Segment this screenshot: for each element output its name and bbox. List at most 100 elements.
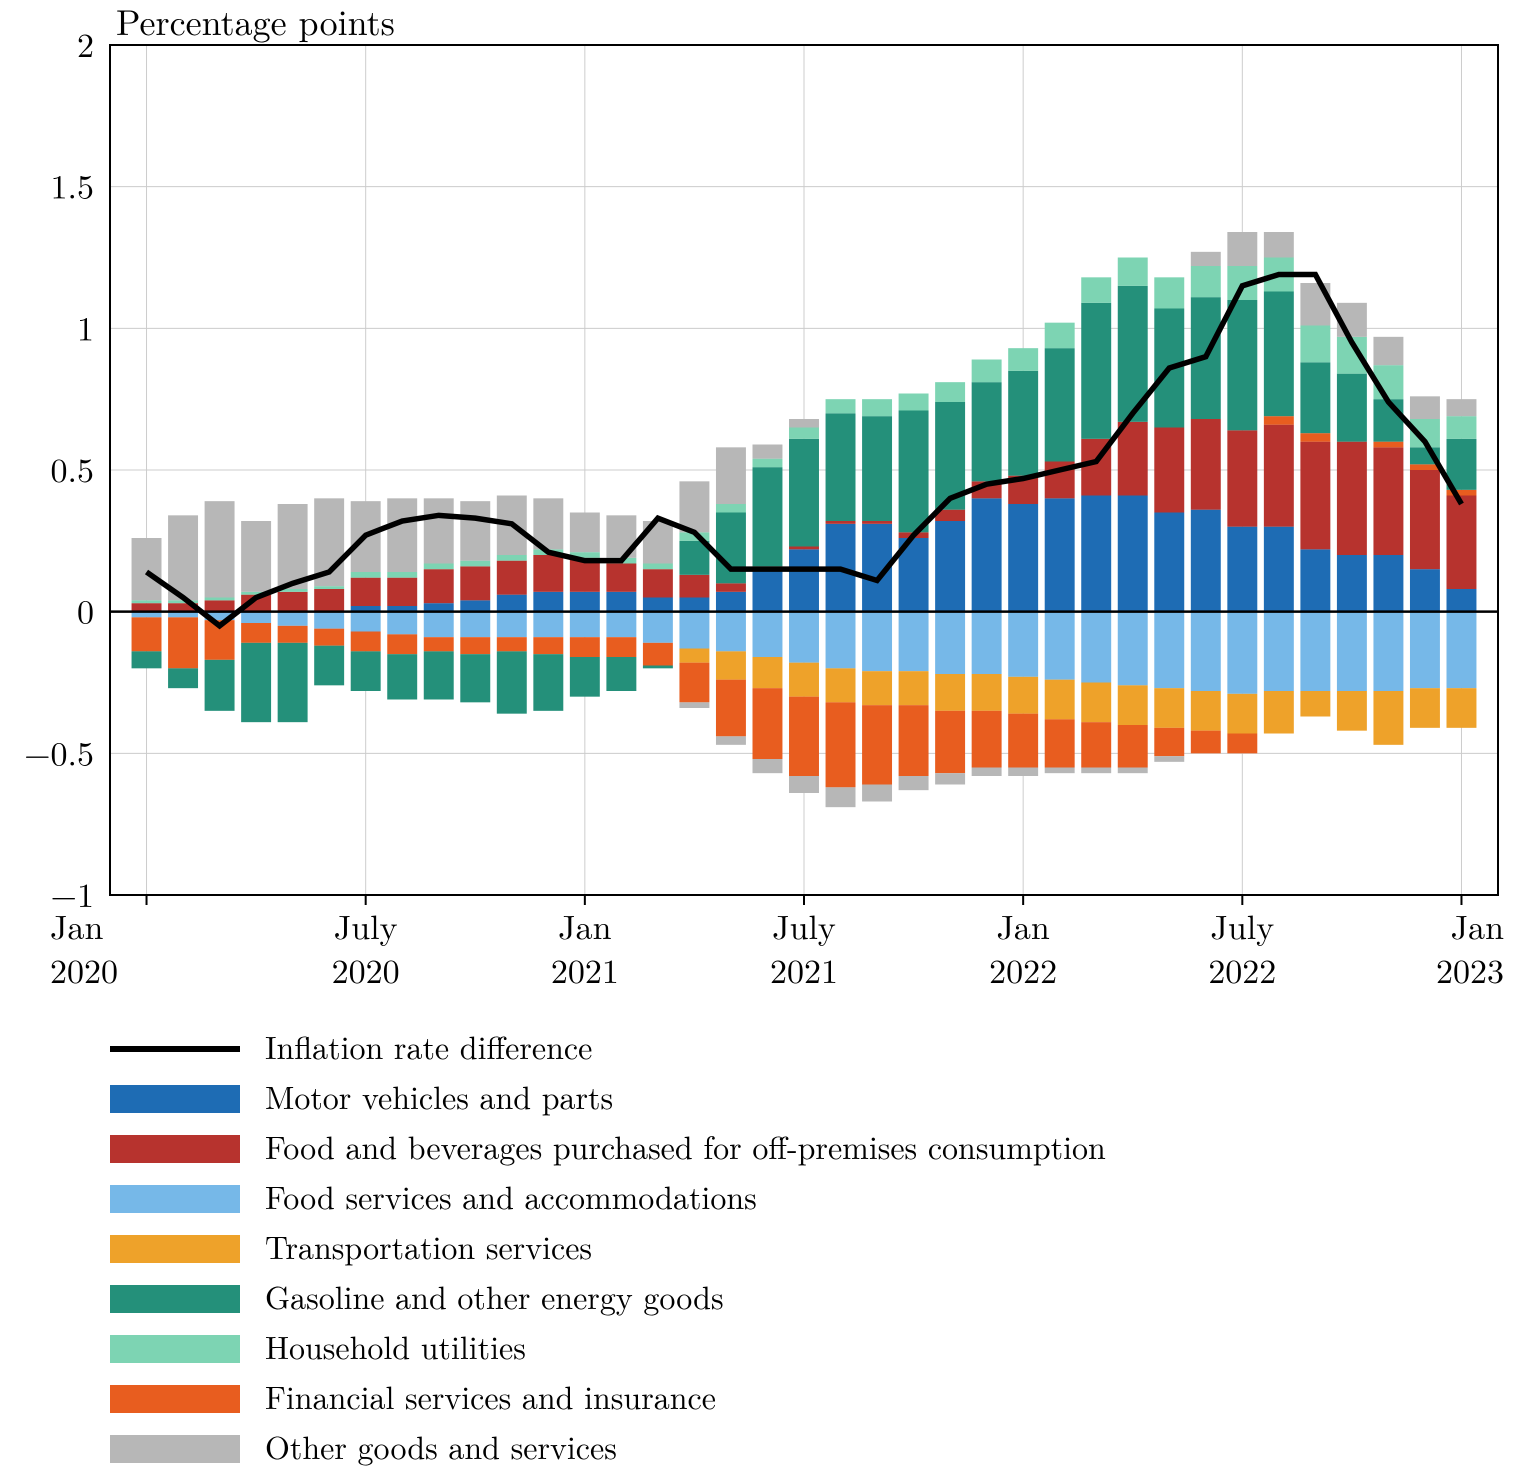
- x-tick-label: Jan: [50, 901, 103, 949]
- bar-segment: [132, 651, 162, 668]
- bar-segment: [1227, 300, 1257, 430]
- bar-segment: [789, 697, 819, 776]
- bar-segment: [1446, 589, 1476, 612]
- bar-segment: [1081, 768, 1111, 774]
- bar-segment: [899, 394, 929, 411]
- bar-segment: [752, 688, 782, 759]
- bar-segment: [862, 612, 892, 672]
- y-tick-label: 1.5: [51, 161, 94, 209]
- bar-segment: [387, 634, 417, 654]
- x-tick-label: Jan: [996, 901, 1049, 949]
- bar-segment: [1264, 527, 1294, 612]
- bar-segment: [716, 447, 746, 504]
- inflation-decomposition-chart: −1−0.500.511.52Jan2020July2020Jan2021Jul…: [0, 0, 1521, 1481]
- bar-segment: [424, 651, 454, 699]
- legend-swatch: [110, 1285, 240, 1313]
- bar-segment: [1373, 447, 1403, 555]
- bar-segment: [132, 538, 162, 600]
- bar-segment: [205, 660, 235, 711]
- bar-segment: [1410, 470, 1440, 569]
- legend-swatch: [110, 1085, 240, 1113]
- bar-segment: [1300, 549, 1330, 611]
- legend-swatch-line: [110, 1046, 240, 1052]
- bar-segment: [1227, 612, 1257, 694]
- bar-segment: [1081, 612, 1111, 683]
- bar-segment: [533, 612, 563, 638]
- bar-segment: [643, 666, 673, 669]
- bar-segment: [1191, 252, 1221, 266]
- bar-segment: [1008, 768, 1038, 777]
- bar-segment: [752, 445, 782, 459]
- bar-segment: [497, 612, 527, 638]
- bar-segment: [1410, 464, 1440, 470]
- bar-segment: [789, 419, 819, 428]
- bar-segment: [387, 572, 417, 578]
- bar-segment: [351, 632, 381, 652]
- bar-segment: [716, 513, 746, 584]
- bar-segment: [1264, 292, 1294, 417]
- bar-segment: [1410, 612, 1440, 689]
- legend-swatch: [110, 1335, 240, 1363]
- bar-segment: [643, 569, 673, 597]
- bar-segment: [1227, 527, 1257, 612]
- bar-segment: [424, 569, 454, 603]
- bar-segment: [972, 711, 1002, 768]
- bar-segment: [789, 428, 819, 439]
- bar-segment: [606, 637, 636, 657]
- bar-segment: [899, 776, 929, 790]
- bar-segment: [1373, 337, 1403, 365]
- bar-segment: [899, 612, 929, 672]
- x-tick-label: 2022: [989, 945, 1057, 993]
- bar-segment: [1264, 232, 1294, 258]
- bar-segment: [1191, 691, 1221, 731]
- bar-segment: [716, 612, 746, 652]
- bar-segment: [1337, 374, 1367, 442]
- bar-segment: [570, 637, 600, 657]
- bar-segment: [205, 600, 235, 611]
- x-tick-label: 2020: [332, 945, 400, 993]
- bar-segment: [314, 589, 344, 612]
- bar-segment: [935, 674, 965, 711]
- bar-segment: [570, 592, 600, 612]
- bar-segment: [935, 612, 965, 674]
- bar-segment: [679, 663, 709, 703]
- legend-label: Motor vehicles and parts: [265, 1074, 613, 1119]
- bar-segment: [1373, 442, 1403, 448]
- bar-segment: [387, 654, 417, 699]
- bar-segment: [387, 578, 417, 606]
- x-tick-label: Jan: [1451, 901, 1504, 949]
- bar-segment: [533, 637, 563, 654]
- bar-segment: [1337, 442, 1367, 555]
- legend-swatch: [110, 1185, 240, 1213]
- bar-segment: [424, 564, 454, 570]
- y-tick-label: 0: [77, 586, 94, 634]
- bar-segment: [1337, 555, 1367, 612]
- bar-segment: [1081, 303, 1111, 439]
- bar-segment: [1446, 496, 1476, 590]
- bar-segment: [752, 569, 782, 612]
- bar-segment: [1300, 326, 1330, 363]
- bar-segment: [1045, 719, 1075, 767]
- bar-segment: [679, 575, 709, 598]
- bar-segment: [862, 416, 892, 521]
- bar-segment: [1337, 612, 1367, 691]
- bar-segment: [1191, 731, 1221, 754]
- bar-segment: [1008, 504, 1038, 612]
- bar-segment: [1300, 442, 1330, 550]
- bar-segment: [972, 612, 1002, 674]
- bar-segment: [935, 521, 965, 612]
- legend-label: Household utilities: [265, 1324, 526, 1369]
- bar-segment: [862, 671, 892, 705]
- x-tick-label: July: [1210, 901, 1274, 949]
- x-tick-label: 2020: [50, 945, 118, 993]
- bar-segment: [643, 598, 673, 612]
- legend-swatch: [110, 1435, 240, 1463]
- y-tick-label: 2: [77, 19, 94, 67]
- y-tick-label: 0.5: [51, 444, 94, 492]
- y-tick-label: −0.5: [24, 727, 94, 775]
- bar-segment: [387, 612, 417, 635]
- bar-segment: [1118, 422, 1148, 496]
- bar-segment: [278, 612, 308, 626]
- bar-segment: [1081, 496, 1111, 612]
- bar-segment: [1118, 612, 1148, 686]
